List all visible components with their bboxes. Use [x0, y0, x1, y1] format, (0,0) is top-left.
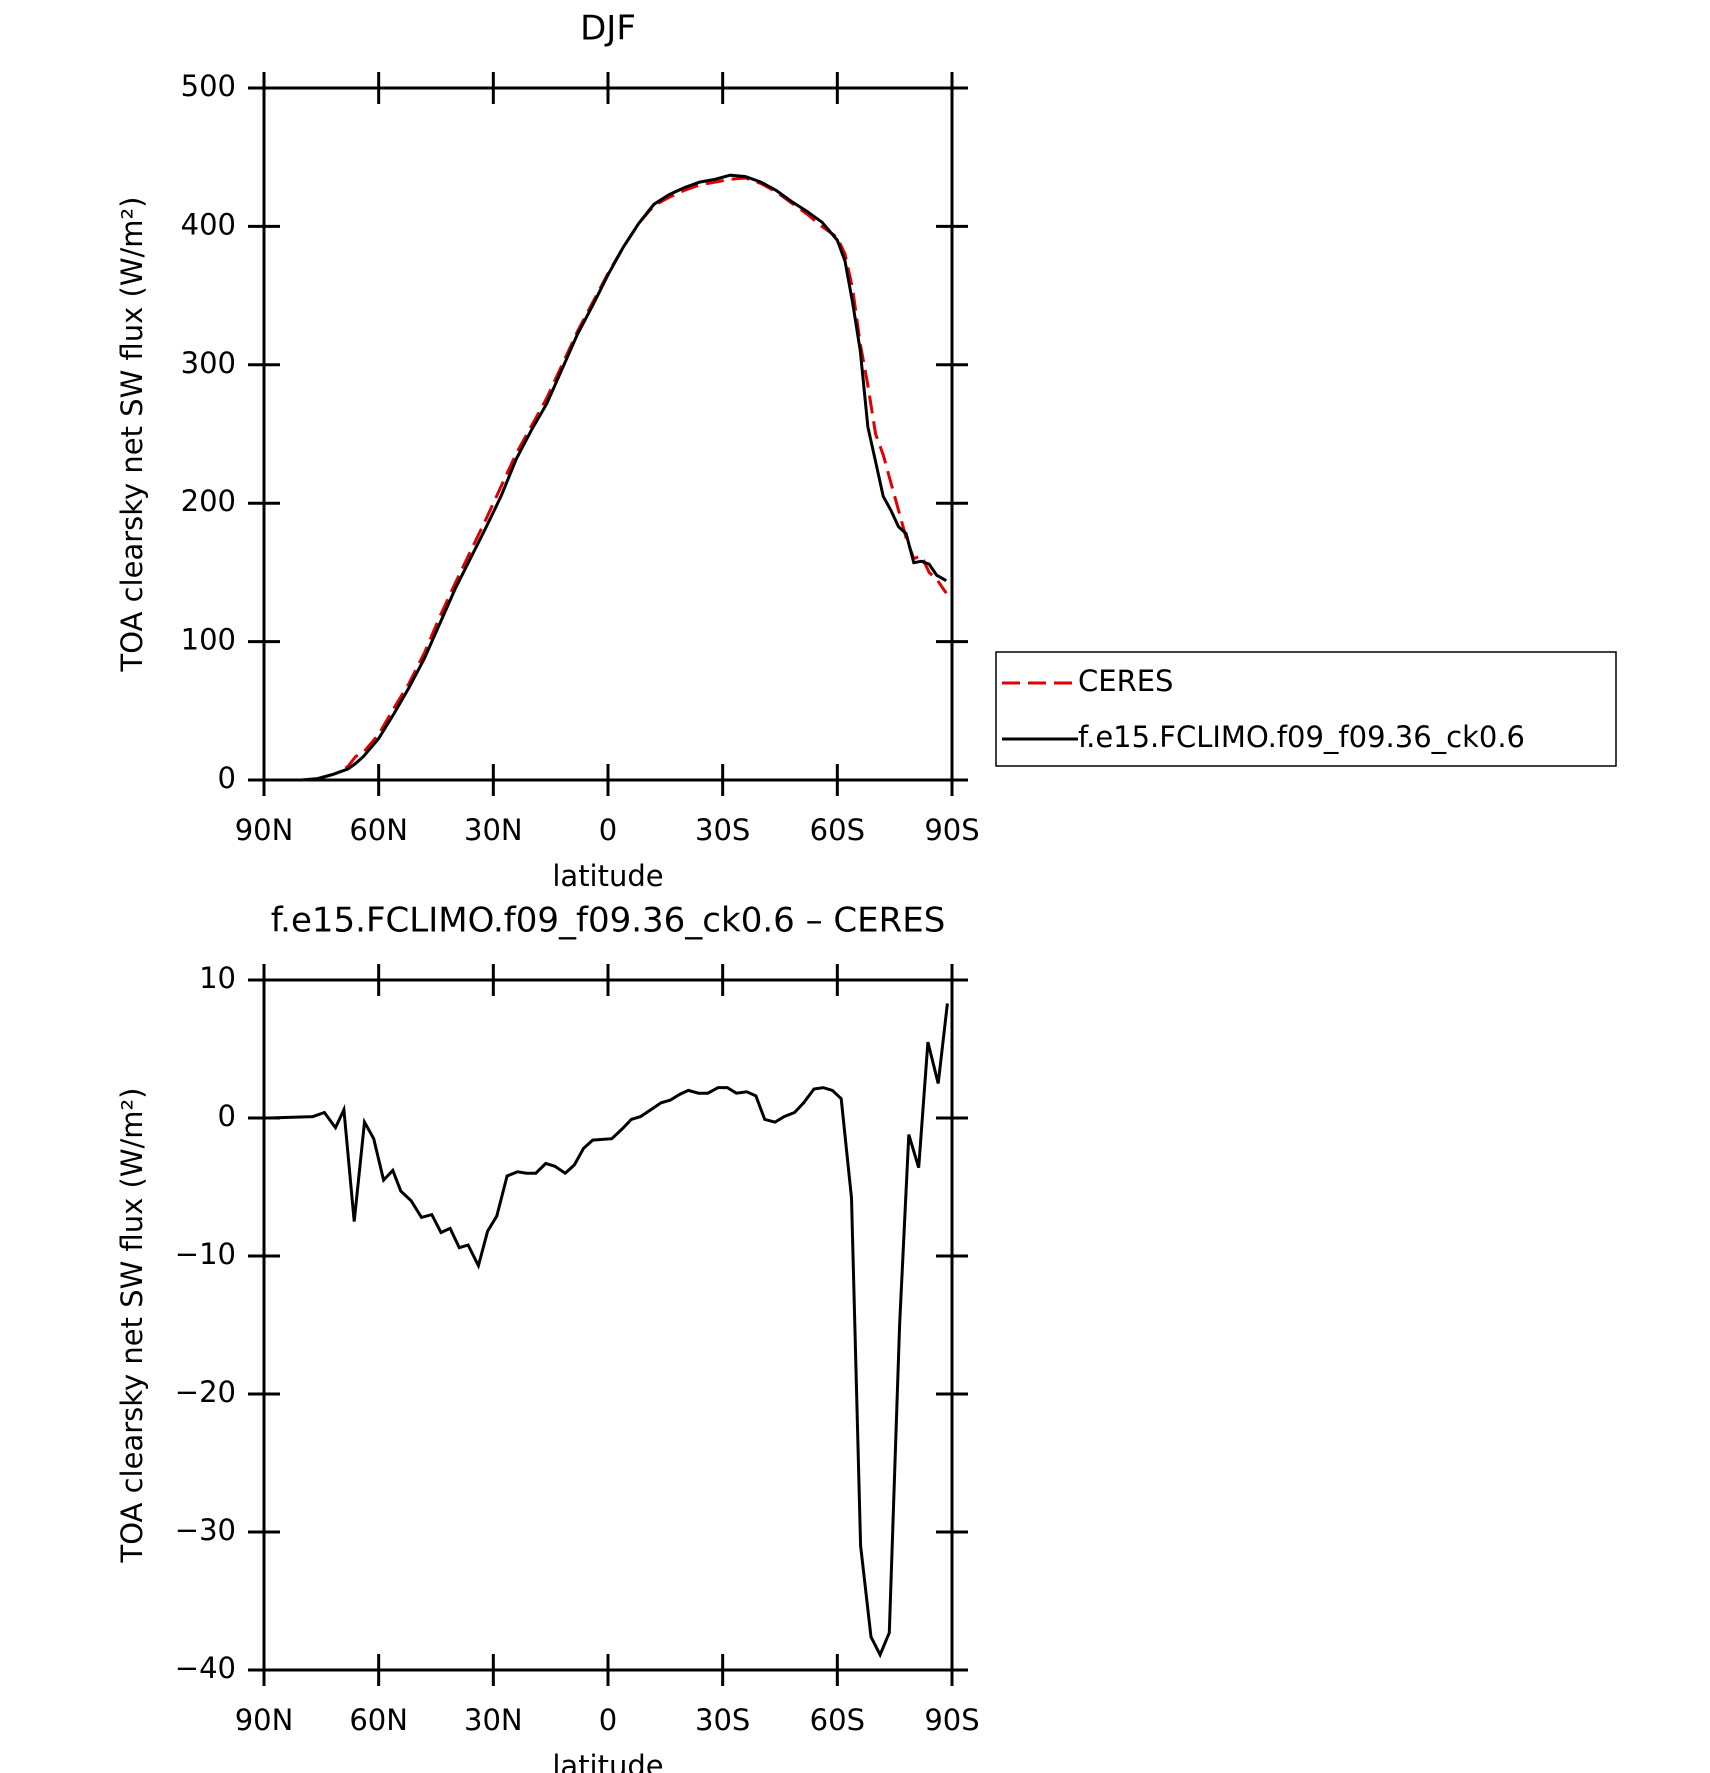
y-tick-label: 10 — [199, 961, 236, 995]
x-tick-label: 30S — [695, 1703, 750, 1737]
x-tick-label: 60S — [810, 1703, 865, 1737]
x-axis-label: latitude — [552, 859, 663, 893]
y-axis-label: TOA clearsky net SW flux (W/m²) — [115, 197, 149, 673]
x-tick-label: 30N — [464, 1703, 523, 1737]
y-axis-label: TOA clearsky net SW flux (W/m²) — [115, 1088, 149, 1564]
y-tick-label: 100 — [181, 623, 236, 657]
x-tick-label: 90S — [924, 1703, 979, 1737]
x-tick-label: 0 — [599, 1703, 617, 1737]
y-tick-label: 0 — [218, 761, 236, 795]
data-line — [269, 173, 948, 782]
chart-title: f.e15.FCLIMO.f09_f09.36_ck0.6 – CERES — [271, 901, 946, 941]
y-tick-label: −30 — [175, 1513, 236, 1547]
x-tick-label: 60S — [810, 813, 865, 847]
data-line — [268, 1003, 949, 1659]
x-tick-label: 90N — [235, 1703, 294, 1737]
y-tick-label: −40 — [175, 1651, 236, 1685]
x-tick-label: 60N — [349, 1703, 408, 1737]
chart-title: DJF — [580, 9, 636, 49]
x-tick-label: 0 — [599, 813, 617, 847]
y-tick-label: 0 — [218, 1099, 236, 1133]
plot-frame — [262, 86, 954, 782]
x-axis-label: latitude — [552, 1749, 663, 1773]
legend-label: CERES — [1078, 664, 1173, 698]
x-tick-label: 90N — [235, 813, 294, 847]
data-line — [269, 176, 948, 782]
x-tick-label: 60N — [349, 813, 408, 847]
y-tick-label: 400 — [181, 207, 236, 241]
y-tick-label: −10 — [175, 1237, 236, 1271]
legend-label: f.e15.FCLIMO.f09_f09.36_ck0.6 — [1078, 720, 1525, 754]
x-tick-label: 30S — [695, 813, 750, 847]
y-tick-label: 200 — [181, 484, 236, 518]
y-tick-label: −20 — [175, 1375, 236, 1409]
y-tick-label: 300 — [181, 346, 236, 380]
x-tick-label: 90S — [924, 813, 979, 847]
legend-box — [995, 651, 1617, 767]
plot-frame — [262, 978, 954, 1672]
y-tick-label: 500 — [181, 69, 236, 103]
x-tick-label: 30N — [464, 813, 523, 847]
